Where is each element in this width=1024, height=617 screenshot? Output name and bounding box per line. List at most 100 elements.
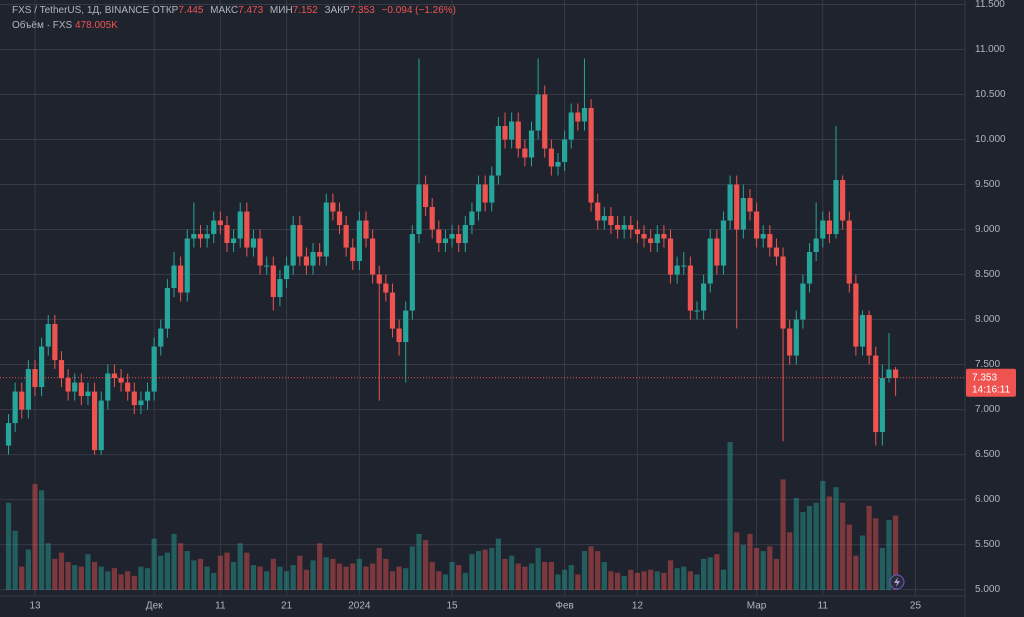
- y-tick-label: 5.500: [975, 539, 1000, 550]
- candle-body: [456, 234, 462, 244]
- volume-bar: [727, 442, 733, 590]
- volume-bar: [389, 571, 396, 590]
- candle-body: [833, 180, 839, 235]
- lightning-glyph: [894, 577, 900, 587]
- volume-bar: [297, 555, 303, 590]
- volume-bar: [78, 566, 84, 590]
- volume-bar: [144, 568, 151, 590]
- candle-body: [111, 373, 118, 379]
- y-tick-label: 8.500: [975, 269, 1000, 280]
- x-tick-label: 13: [29, 601, 41, 612]
- volume-bar: [806, 505, 813, 590]
- candle-body: [12, 391, 18, 424]
- volume-bar: [151, 538, 157, 590]
- candle-body: [370, 238, 376, 275]
- volume-bar: [548, 561, 554, 590]
- candle-body: [826, 220, 832, 235]
- volume-bar: [72, 565, 78, 590]
- candle-body: [482, 184, 488, 203]
- legend: FXS / TetherUS, 1Д, BINANCE ОТКР7.445 МА…: [12, 3, 460, 33]
- candle-body: [78, 382, 84, 397]
- candle-body: [694, 310, 700, 312]
- candle-body: [747, 198, 753, 212]
- candle-body: [336, 211, 343, 226]
- candle-body: [363, 220, 369, 239]
- volume-bar: [396, 566, 402, 590]
- candle-body: [91, 391, 98, 451]
- volume-bar: [138, 566, 144, 590]
- volume-bar: [846, 524, 852, 590]
- volume-bar: [707, 557, 713, 590]
- volume-bar: [370, 563, 376, 590]
- candle-body: [528, 130, 535, 158]
- volume-bar: [197, 558, 204, 590]
- volume-bar: [310, 560, 316, 590]
- volume-bar: [403, 568, 409, 590]
- candle-body: [231, 238, 237, 244]
- candle-body: [442, 238, 449, 244]
- candle-body: [502, 126, 508, 140]
- candle-body: [681, 265, 687, 267]
- candle-body: [19, 391, 25, 410]
- volume-bar: [171, 533, 177, 590]
- candle-body: [25, 369, 31, 410]
- candle-body: [449, 234, 455, 239]
- candle-body: [350, 247, 356, 262]
- volume-bar: [131, 575, 137, 590]
- volume-bar: [886, 519, 892, 590]
- candle-body: [515, 121, 521, 149]
- candle-body: [509, 121, 515, 140]
- x-tick-label: Мар: [747, 601, 767, 612]
- candle-body: [701, 283, 707, 311]
- open-label: ОТКР: [151, 5, 179, 16]
- volume-bar: [773, 558, 780, 590]
- volume-bar: [601, 561, 607, 590]
- countdown: 14:16:11: [972, 384, 1011, 395]
- price-tag: [966, 368, 1016, 397]
- volume-bar: [356, 558, 362, 590]
- volume-bar: [422, 540, 429, 590]
- y-tick-label: 10.500: [975, 89, 1006, 100]
- volume-bar: [224, 552, 230, 590]
- candle-body: [376, 274, 382, 284]
- volume-bar: [873, 518, 879, 590]
- candle-body: [535, 94, 541, 131]
- candle-body: [475, 184, 482, 212]
- volume-bar: [231, 561, 237, 590]
- volume-bar: [694, 574, 700, 590]
- candle-body: [462, 225, 468, 244]
- volume-bar: [462, 572, 468, 590]
- candle-body: [727, 184, 733, 221]
- candle-body: [343, 225, 349, 248]
- candle-body: [654, 234, 660, 244]
- y-tick-label: 9.500: [975, 179, 1000, 190]
- candle-body: [131, 391, 137, 406]
- candle-body: [429, 207, 435, 230]
- y-tick-label: 5.000: [975, 584, 1000, 595]
- volume-bar: [211, 572, 217, 590]
- volume-bar: [687, 571, 693, 590]
- candles: [0, 58, 965, 455]
- volume-bar: [244, 552, 250, 590]
- volume-bar: [893, 515, 899, 590]
- volume-bar: [250, 565, 257, 590]
- y-tick-label: 10.000: [975, 134, 1006, 145]
- volume-bar: [111, 568, 118, 590]
- candle-body: [793, 319, 799, 356]
- candle-body: [389, 292, 396, 329]
- x-tick-label: 15: [446, 601, 458, 612]
- y-tick-label: 8.000: [975, 314, 1000, 325]
- volume-value: 478.005K: [74, 20, 118, 31]
- candle-body: [820, 220, 826, 239]
- candle-body: [522, 148, 528, 158]
- legend-row: Объём · FXS 478.005K: [12, 18, 460, 33]
- candle-body: [191, 234, 197, 239]
- candle-body: [403, 310, 409, 343]
- candle-body: [495, 126, 501, 176]
- candle-body: [422, 184, 429, 208]
- volume-bar: [204, 566, 210, 590]
- price-tag-value: 7.353: [972, 372, 997, 383]
- y-tick-label: 7.500: [975, 359, 1000, 370]
